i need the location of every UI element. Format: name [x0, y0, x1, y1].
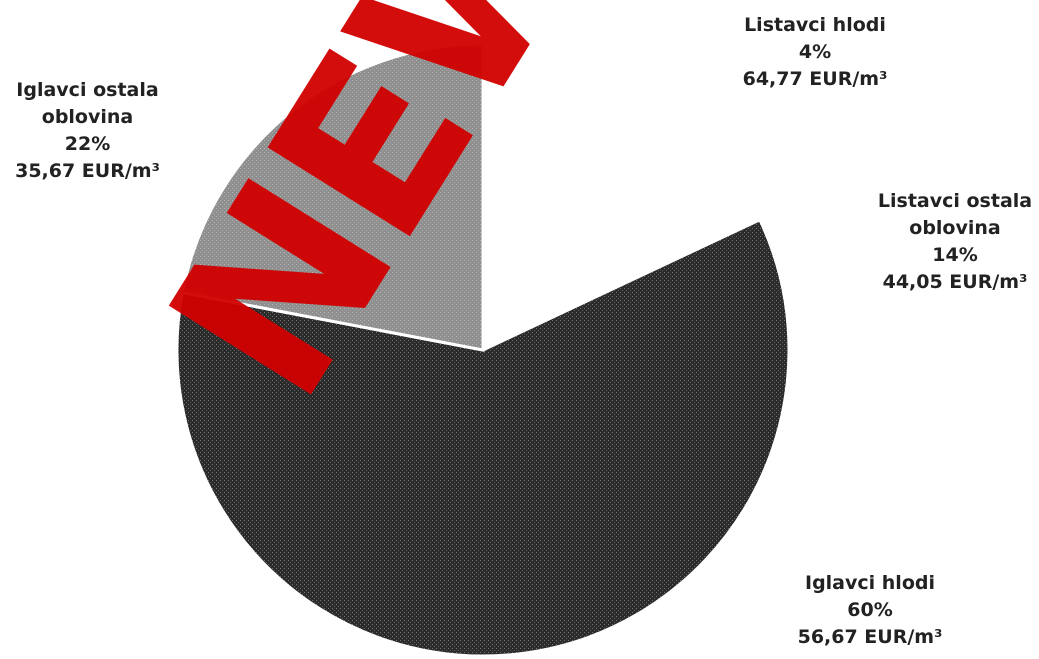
label-name: Iglavci hlodi	[805, 572, 935, 594]
pie-slice	[480, 51, 762, 353]
label-percent: 14%	[932, 244, 978, 266]
label-price: 56,67 EUR/m³	[797, 626, 943, 648]
label-name: Listavci ostala oblovina	[877, 190, 1033, 239]
label-price: 44,05 EUR/m³	[882, 271, 1028, 293]
slice-texture	[177, 219, 790, 656]
slice-label: Listavci ostala oblovina 14% 44,05 EUR/m³	[870, 188, 1039, 296]
label-percent: 60%	[847, 599, 893, 621]
slice-label: Iglavci hlodi 60% 56,67 EUR/m³	[770, 570, 970, 651]
label-price: 64,77 EUR/m³	[742, 68, 888, 90]
slice-label: Iglavci ostala oblovina 22% 35,67 EUR/m³	[0, 77, 175, 185]
slice-label: Listavci hlodi 4% 64,77 EUR/m³	[735, 12, 895, 93]
label-name: Listavci hlodi	[744, 14, 886, 36]
label-name: Iglavci ostala oblovina	[16, 79, 159, 128]
label-price: 35,67 EUR/m³	[15, 160, 160, 182]
label-percent: 22%	[64, 133, 111, 155]
slice-texture	[182, 44, 483, 350]
label-percent: 4%	[798, 41, 832, 63]
